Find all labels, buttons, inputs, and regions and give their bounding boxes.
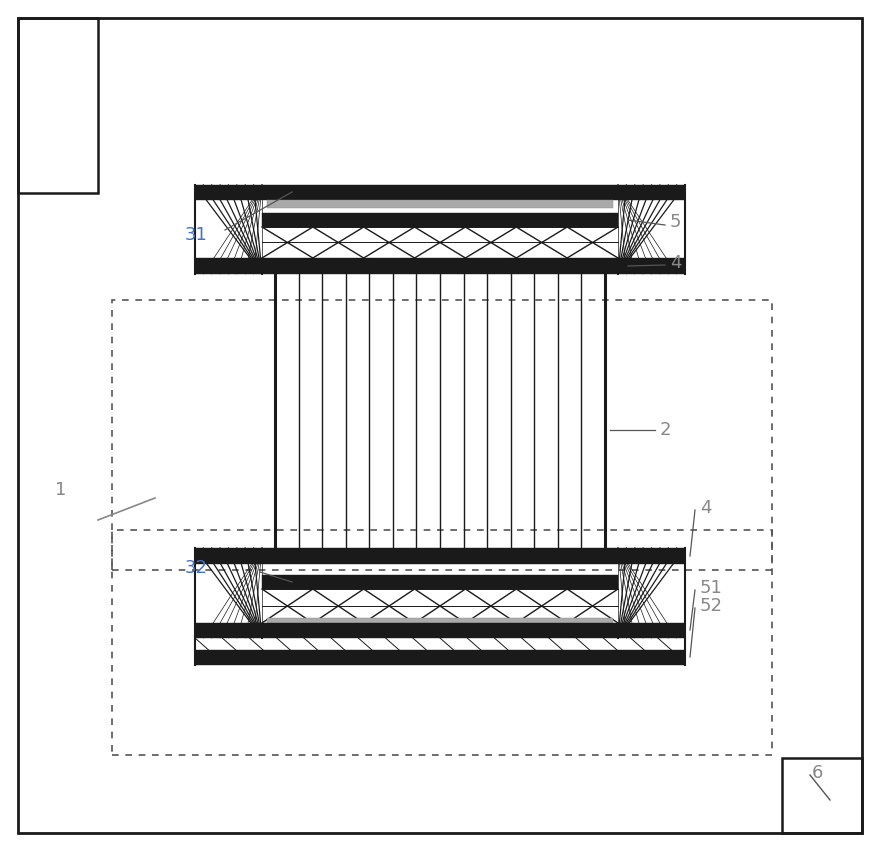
- Bar: [195, 650, 685, 665]
- Text: 4: 4: [670, 254, 681, 272]
- Bar: [262, 575, 618, 589]
- Text: 5: 5: [670, 213, 681, 231]
- Text: 1: 1: [55, 481, 66, 499]
- Bar: [112, 530, 772, 755]
- Bar: [112, 300, 772, 570]
- Bar: [782, 758, 862, 833]
- Text: 32: 32: [185, 559, 208, 577]
- Bar: [195, 623, 685, 638]
- Bar: [195, 548, 685, 564]
- Text: 2: 2: [660, 421, 671, 439]
- Bar: [18, 18, 98, 193]
- Text: 4: 4: [700, 499, 712, 517]
- Text: 31: 31: [185, 226, 208, 244]
- Text: 6: 6: [812, 764, 824, 782]
- Text: 51: 51: [700, 579, 722, 597]
- Bar: [262, 213, 618, 227]
- Bar: [267, 618, 613, 626]
- Bar: [195, 258, 685, 274]
- Bar: [267, 200, 613, 208]
- Bar: [195, 185, 685, 200]
- Text: 52: 52: [700, 597, 723, 615]
